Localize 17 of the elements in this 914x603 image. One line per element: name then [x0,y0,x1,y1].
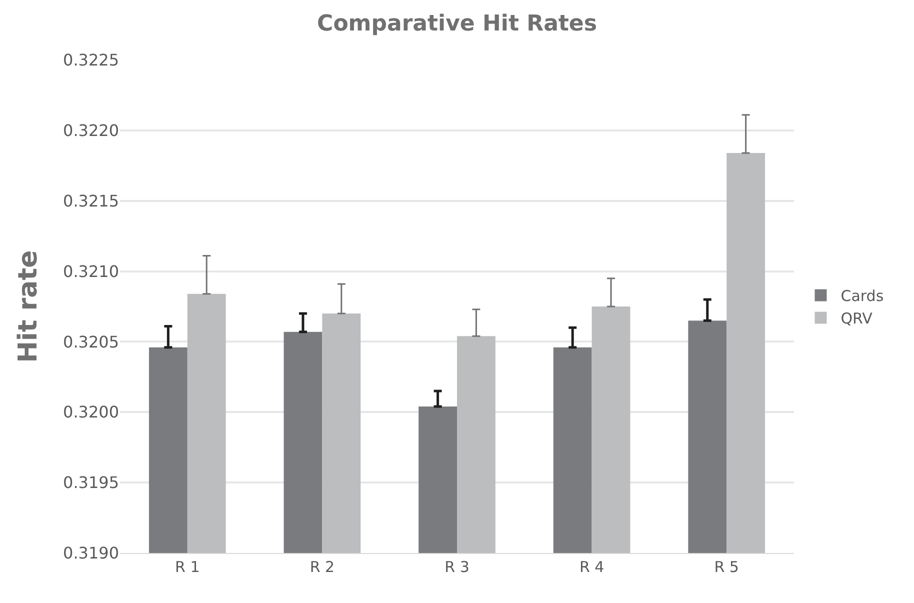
legend-label: QRV [840,310,874,328]
x-tick-label: R 5 [714,558,739,576]
x-tick-label: R 2 [310,558,335,576]
x-tick-label: R 3 [444,558,470,576]
y-tick-label: 0.3200 [63,402,119,422]
y-tick-label: 0.3190 [63,544,119,563]
y-tick-label: 0.3205 [63,332,119,352]
x-tick-label: R 1 [175,558,200,576]
x-tick-label: R 4 [579,558,604,576]
y-tick-label: 0.3195 [63,473,119,492]
y-tick-label: 0.3225 [63,50,119,70]
y-axis-title: Hit rate [13,250,44,363]
y-tick-label: 0.3210 [63,262,119,281]
y-tick-label: 0.3220 [63,121,119,140]
legend-label: Cards [840,287,884,306]
y-tick-label: 0.3215 [63,191,119,210]
chart-title: Comparative Hit Rates [317,11,597,36]
